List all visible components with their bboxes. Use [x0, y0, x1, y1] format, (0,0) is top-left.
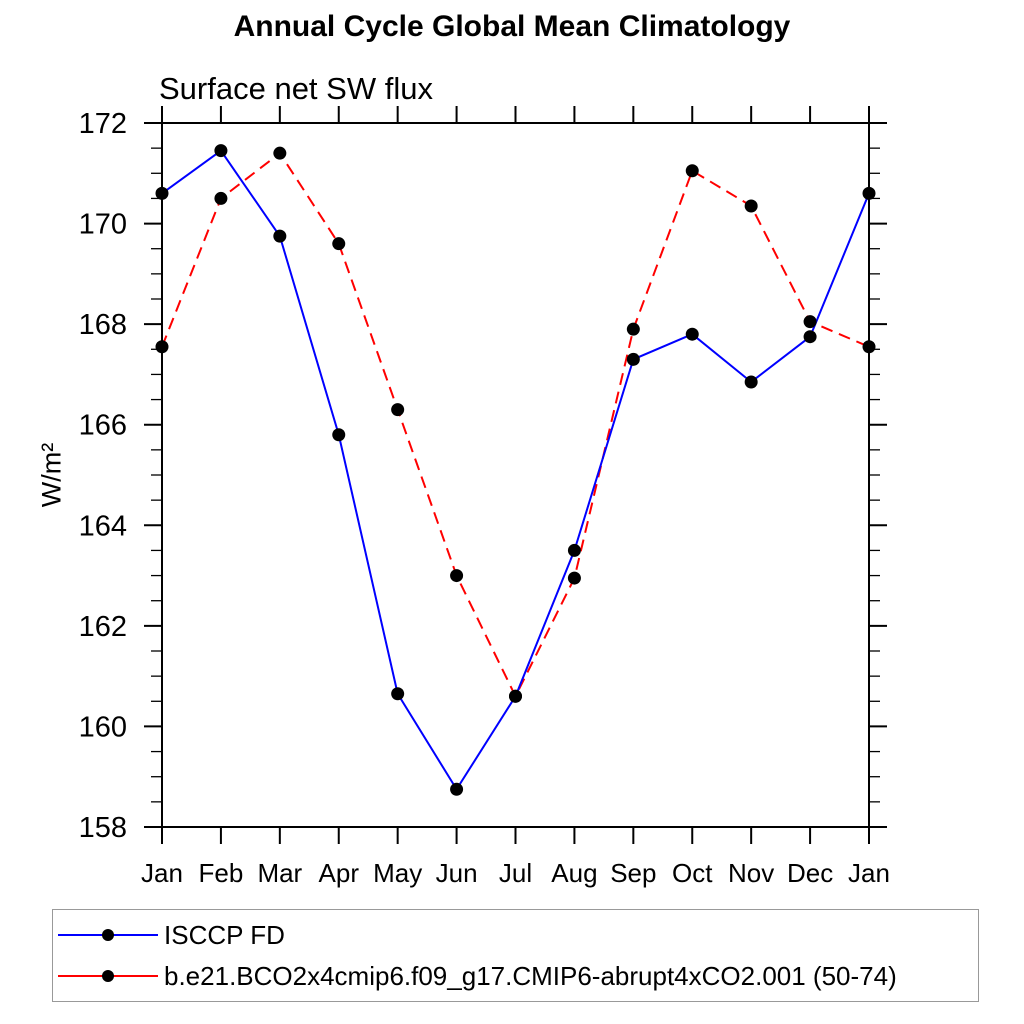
y-tick-label: 162: [79, 611, 127, 643]
x-tick-label: Mar: [257, 858, 302, 888]
legend-marker-dot-icon: [102, 929, 114, 941]
data-point-marker: [567, 571, 581, 585]
legend-entry-isccp-fd: ISCCP FD: [58, 919, 978, 951]
data-point-marker: [744, 199, 758, 213]
plot-frame: [161, 122, 870, 828]
legend-marker-dot-icon: [102, 970, 114, 982]
legend-label-model-run: b.e21.BCO2x4cmip6.f09_g17.CMIP6-abrupt4x…: [164, 960, 897, 991]
chart-subtitle: Surface net SW flux: [159, 71, 433, 106]
data-point-marker: [450, 782, 464, 796]
y-tick-label: 164: [79, 510, 127, 542]
data-point-marker: [273, 146, 287, 160]
data-point-marker: [509, 689, 522, 703]
data-point-marker: [862, 186, 876, 200]
y-tick-label: 160: [79, 711, 127, 743]
data-point-marker: [803, 315, 817, 329]
data-point-marker: [450, 569, 464, 583]
legend-line-sample-dashed: [58, 970, 158, 982]
y-tick-label: 170: [79, 209, 127, 241]
x-tick-label: Jan: [141, 858, 183, 888]
x-tick-label: Jan: [848, 858, 890, 888]
data-point-marker: [391, 403, 405, 417]
data-point-marker: [214, 191, 228, 205]
series-line-dashed: [161, 151, 870, 699]
legend-entry-model-run: b.e21.BCO2x4cmip6.f09_g17.CMIP6-abrupt4x…: [58, 960, 978, 992]
data-point-marker: [155, 186, 169, 200]
data-point-marker: [685, 164, 699, 178]
data-point-marker: [862, 340, 876, 354]
data-point-marker: [744, 375, 758, 389]
data-point-marker: [626, 322, 640, 336]
x-tick-label: May: [373, 858, 422, 888]
legend-label-isccp-fd: ISCCP FD: [164, 919, 285, 950]
y-tick-label: 168: [79, 309, 127, 341]
x-tick-label: Apr: [319, 858, 360, 888]
y-tick-label: 166: [79, 410, 127, 442]
data-point-marker: [685, 327, 699, 341]
data-point-marker: [626, 352, 640, 366]
chart-title: Annual Cycle Global Mean Climatology: [233, 10, 791, 43]
x-tick-label: Sep: [610, 858, 656, 888]
data-point-marker: [332, 237, 346, 251]
x-tick-label: Nov: [728, 858, 774, 888]
data-point-marker: [155, 340, 169, 354]
y-tick-label: 158: [79, 812, 127, 844]
y-tick-label: 172: [79, 108, 127, 140]
x-tick-label: Jun: [436, 858, 478, 888]
x-tick-label: Feb: [199, 858, 244, 888]
data-point-marker: [332, 428, 346, 442]
x-tick-label: Jul: [499, 858, 532, 888]
x-tick-label: Aug: [551, 858, 597, 888]
legend: ISCCP FD b.e21.BCO2x4cmip6.f09_g17.CMIP6…: [52, 909, 979, 1002]
data-point-marker: [214, 144, 228, 158]
x-tick-label: Dec: [787, 858, 833, 888]
data-point-marker: [391, 687, 405, 701]
legend-line-sample-solid: [58, 929, 158, 941]
data-point-marker: [567, 543, 581, 557]
x-tick-label: Oct: [672, 858, 713, 888]
data-point-marker: [803, 330, 817, 344]
data-point-marker: [273, 229, 287, 243]
